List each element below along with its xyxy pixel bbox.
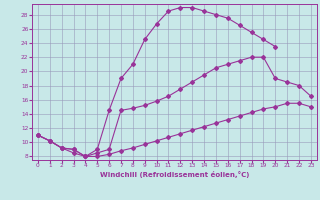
X-axis label: Windchill (Refroidissement éolien,°C): Windchill (Refroidissement éolien,°C) [100, 171, 249, 178]
